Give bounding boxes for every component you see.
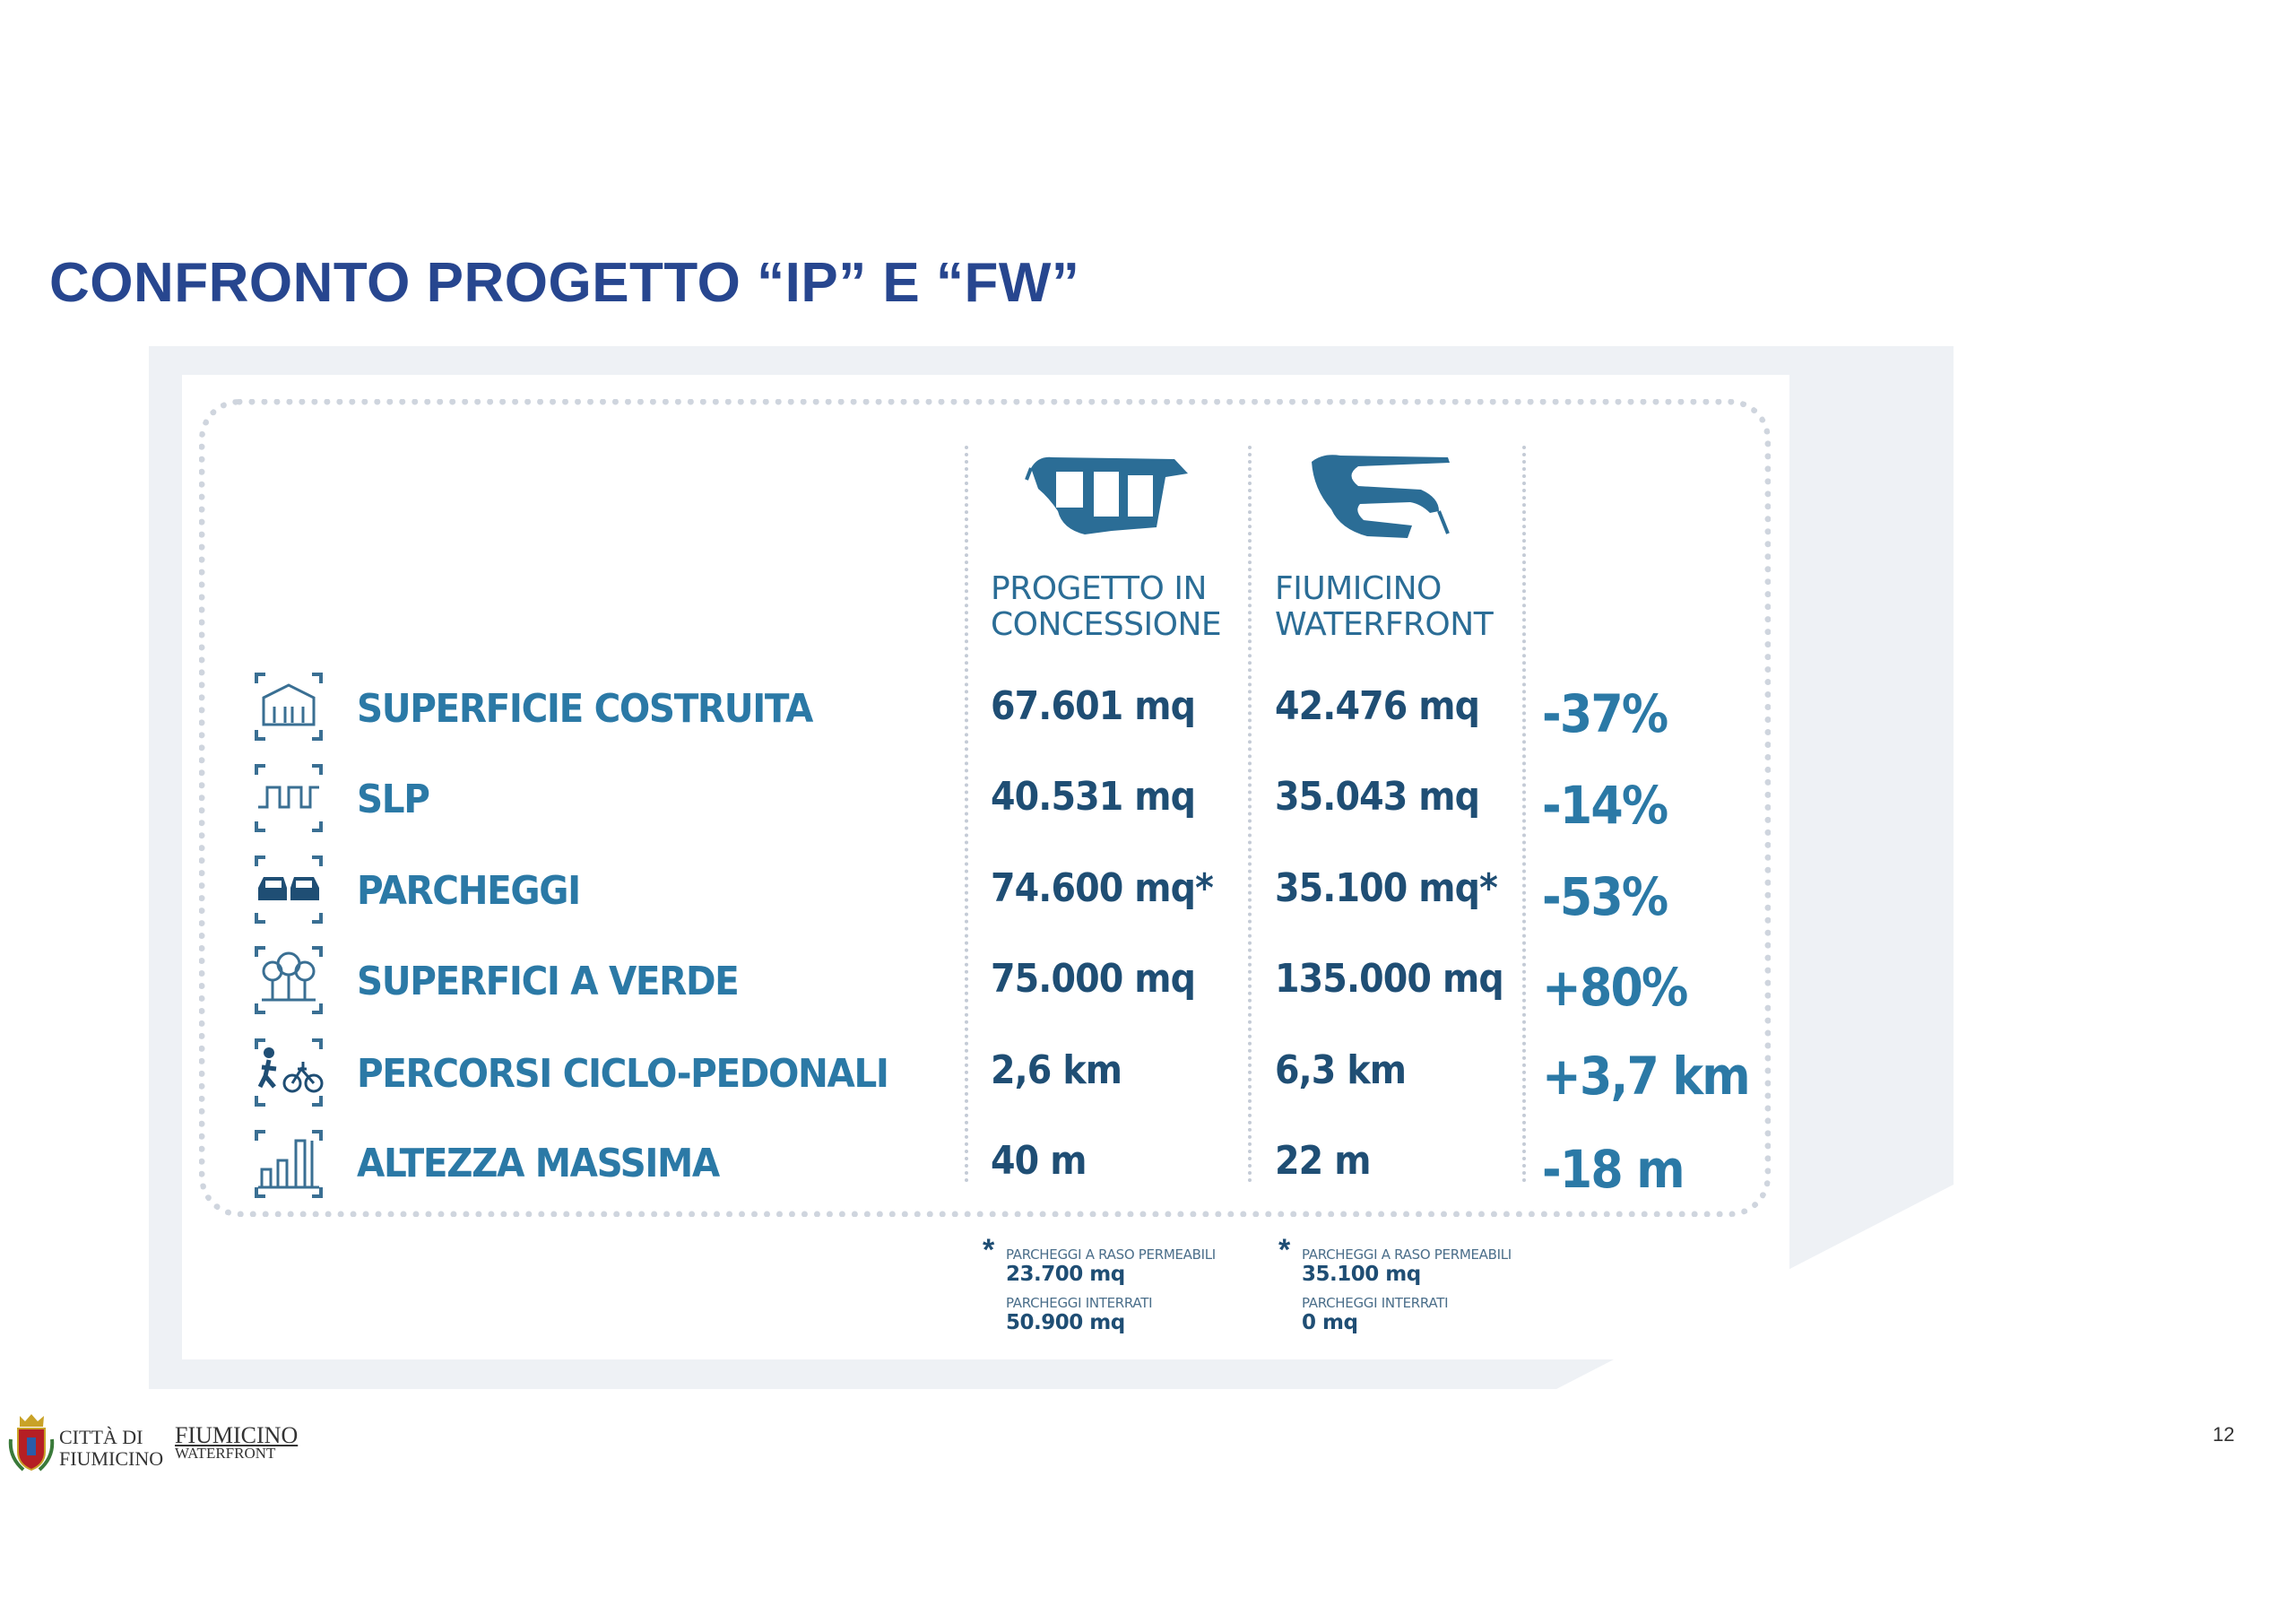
cars-icon <box>255 855 323 924</box>
brand-name-line1: FIUMICINO <box>175 1422 299 1448</box>
footnote-star: * <box>983 1233 995 1267</box>
site-plan-fw-icon <box>1312 455 1450 538</box>
page-number: 12 <box>2213 1423 2235 1446</box>
value-ip: 40 m <box>991 1138 1087 1184</box>
building-icon <box>255 673 323 741</box>
row-label: SLP <box>357 777 430 822</box>
value-ip: 40.531 mq <box>991 774 1196 820</box>
value-fw: 35.100 mq* <box>1275 865 1498 911</box>
difference-value: +3,7 km <box>1542 1046 1751 1107</box>
row-label: PERCORSI CICLO-PEDONALI <box>357 1051 889 1097</box>
footnote-label: PARCHEGGI A RASO PERMEABILI <box>1302 1246 1512 1263</box>
difference-value: -53% <box>1542 866 1668 927</box>
value-ip: 2,6 km <box>991 1047 1122 1093</box>
table-frame <box>199 399 1771 1217</box>
city-name-line2: FIUMICINO <box>59 1447 164 1470</box>
height-icon <box>255 1130 323 1198</box>
difference-value: -18 m <box>1542 1139 1685 1200</box>
brand-name-line2: WATERFRONT <box>175 1445 276 1462</box>
row-label: ALTEZZA MASSIMA <box>357 1141 720 1186</box>
column-header-ip: PROGETTO IN CONCESSIONE <box>991 570 1222 643</box>
slide-title: CONFRONTO PROGETTO “IP” E “FW” <box>49 252 1080 314</box>
site-plan-ip-icon <box>1025 456 1188 534</box>
value-ip: 74.600 mq* <box>991 865 1214 911</box>
column-header-ip-line2: CONCESSIONE <box>991 606 1222 643</box>
column-divider <box>1248 446 1252 1183</box>
footnote-star: * <box>1278 1233 1291 1267</box>
difference-value: +80% <box>1542 957 1688 1018</box>
footnote-value: 35.100 mq <box>1302 1263 1421 1286</box>
column-header-fw: FIUMICINO WATERFRONT <box>1275 570 1494 643</box>
column-divider <box>965 446 968 1183</box>
value-fw: 42.476 mq <box>1275 683 1480 729</box>
floor-area-icon <box>255 764 323 832</box>
column-divider <box>1522 446 1526 1183</box>
city-name-line1: CITTÀ DI <box>59 1426 143 1448</box>
footnote-value: 50.900 mq <box>1006 1311 1125 1334</box>
footnote-label: PARCHEGGI INTERRATI <box>1006 1295 1153 1311</box>
footnote-value: 23.700 mq <box>1006 1263 1125 1286</box>
value-fw: 22 m <box>1275 1138 1371 1184</box>
value-fw: 6,3 km <box>1275 1047 1407 1093</box>
footnote-value: 0 mq <box>1302 1311 1358 1334</box>
row-label: PARCHEGGI <box>357 868 581 914</box>
value-fw: 35.043 mq <box>1275 774 1480 820</box>
city-coat-of-arms-logo <box>8 1414 55 1472</box>
comparison-card <box>182 375 1789 1359</box>
footnote-label: PARCHEGGI A RASO PERMEABILI <box>1006 1246 1216 1263</box>
column-header-fw-line1: FIUMICINO <box>1275 570 1442 607</box>
value-ip: 67.601 mq <box>991 683 1196 729</box>
value-fw: 135.000 mq <box>1275 956 1504 1002</box>
row-label: SUPERFICI A VERDE <box>357 959 740 1004</box>
difference-value: -37% <box>1542 683 1668 744</box>
footnote-label: PARCHEGGI INTERRATI <box>1302 1295 1449 1311</box>
column-header-fw-line2: WATERFRONT <box>1275 606 1494 643</box>
value-ip: 75.000 mq <box>991 956 1196 1002</box>
column-header-ip-line1: PROGETTO IN <box>991 570 1207 607</box>
cyclist-pedestrian-icon <box>255 1038 324 1107</box>
trees-icon <box>255 946 323 1014</box>
difference-value: -14% <box>1542 775 1668 836</box>
row-label: SUPERFICIE COSTRUITA <box>357 686 813 732</box>
